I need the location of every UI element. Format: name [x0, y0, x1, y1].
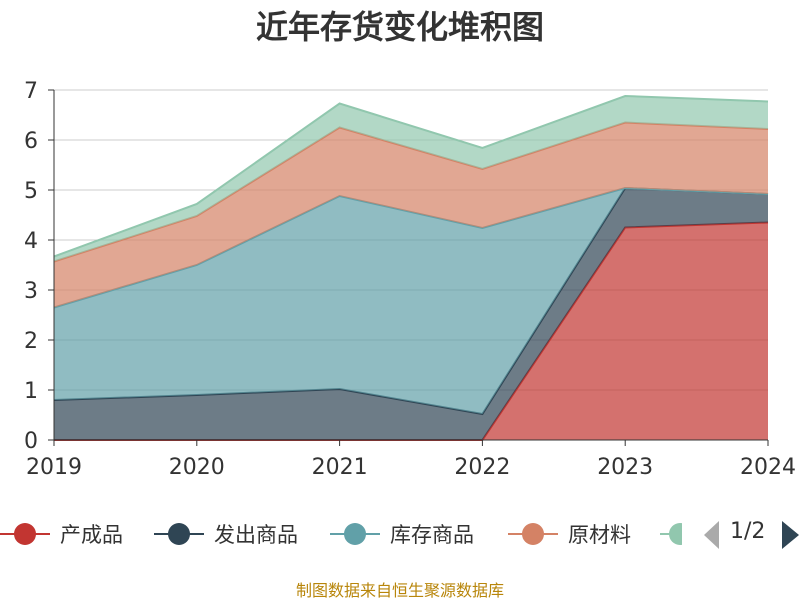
- legend-marker-series-2: [168, 523, 190, 545]
- legend-marker-series-5: [669, 523, 682, 545]
- legend-label-series-1: 产成品: [60, 523, 123, 547]
- legend-label-series-4: 原材料: [568, 523, 631, 547]
- x-tick-label: 2023: [597, 455, 653, 480]
- x-tick-label: 2020: [169, 455, 225, 480]
- y-tick-label: 5: [24, 179, 38, 204]
- area-series-3: [54, 188, 768, 414]
- x-tick-label: 2022: [454, 455, 510, 480]
- legend-label-series-2: 发出商品: [214, 523, 298, 547]
- x-tick-label: 2024: [740, 455, 796, 480]
- y-tick-label: 6: [24, 129, 38, 154]
- source-note: 制图数据来自恒生聚源数据库: [295, 581, 504, 600]
- area-series-2: [54, 188, 768, 440]
- y-tick-label: 0: [24, 429, 38, 454]
- y-tick-label: 1: [24, 379, 38, 404]
- legend-page-indicator: 1/2: [730, 519, 766, 544]
- area-series-1: [54, 222, 768, 440]
- legend-prev-icon[interactable]: [704, 521, 719, 549]
- x-tick-label: 2019: [26, 455, 82, 480]
- legend-marker-series-4: [522, 523, 544, 545]
- y-tick-label: 2: [24, 329, 38, 354]
- line-series-5: [53, 94, 769, 258]
- y-tick-label: 4: [24, 229, 38, 254]
- area-series-4: [54, 122, 768, 308]
- area-series-5: [54, 96, 768, 262]
- y-tick-label: 7: [24, 79, 38, 104]
- legend-label-series-3: 库存商品: [390, 523, 474, 547]
- x-tick-label: 2021: [312, 455, 368, 480]
- legend-next-icon[interactable]: [782, 521, 799, 549]
- legend-marker-series-3: [344, 523, 366, 545]
- y-tick-label: 3: [24, 279, 38, 304]
- chart-title: 近年存货变化堆积图: [255, 8, 544, 46]
- legend-marker-series-1: [14, 523, 36, 545]
